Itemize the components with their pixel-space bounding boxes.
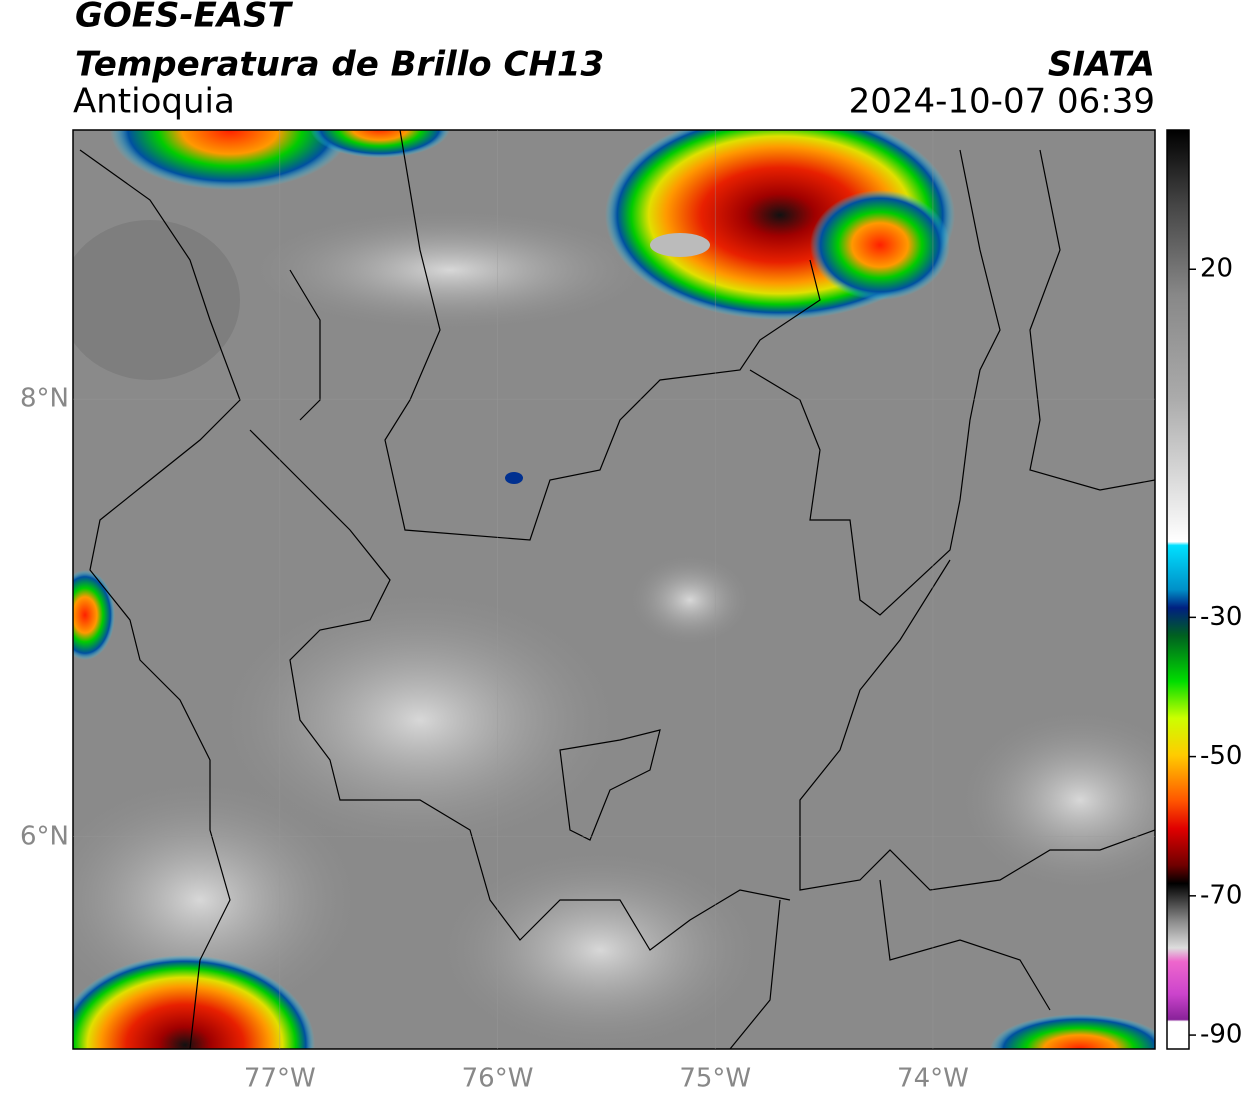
colorbar-tick-label: 20 bbox=[1200, 254, 1233, 284]
colorbar-tick-label: -70 bbox=[1200, 880, 1242, 910]
x-tick-label: 75°W bbox=[679, 1064, 751, 1094]
x-tick-label: 74°W bbox=[897, 1064, 969, 1094]
agency: SIATA bbox=[1048, 45, 1155, 85]
x-tick-label: 77°W bbox=[244, 1064, 316, 1094]
map-frame bbox=[72, 129, 1156, 1050]
y-tick-label: 8°N bbox=[20, 384, 69, 414]
region: Antioquia bbox=[73, 82, 235, 122]
colorbar-tick-label: -90 bbox=[1200, 1020, 1242, 1050]
subtitle: Temperatura de Brillo CH13 bbox=[75, 45, 604, 85]
title: GOES-EAST bbox=[75, 0, 294, 36]
colorbar-tick-label: -30 bbox=[1200, 602, 1242, 632]
datetime: 2024-10-07 06:39 bbox=[849, 82, 1155, 122]
colorbar bbox=[1166, 129, 1190, 1050]
y-tick-label: 6°N bbox=[20, 821, 69, 851]
satellite-image bbox=[73, 130, 1155, 1049]
colorbar-tick-label: -50 bbox=[1200, 741, 1242, 771]
x-tick-label: 76°W bbox=[462, 1064, 534, 1094]
